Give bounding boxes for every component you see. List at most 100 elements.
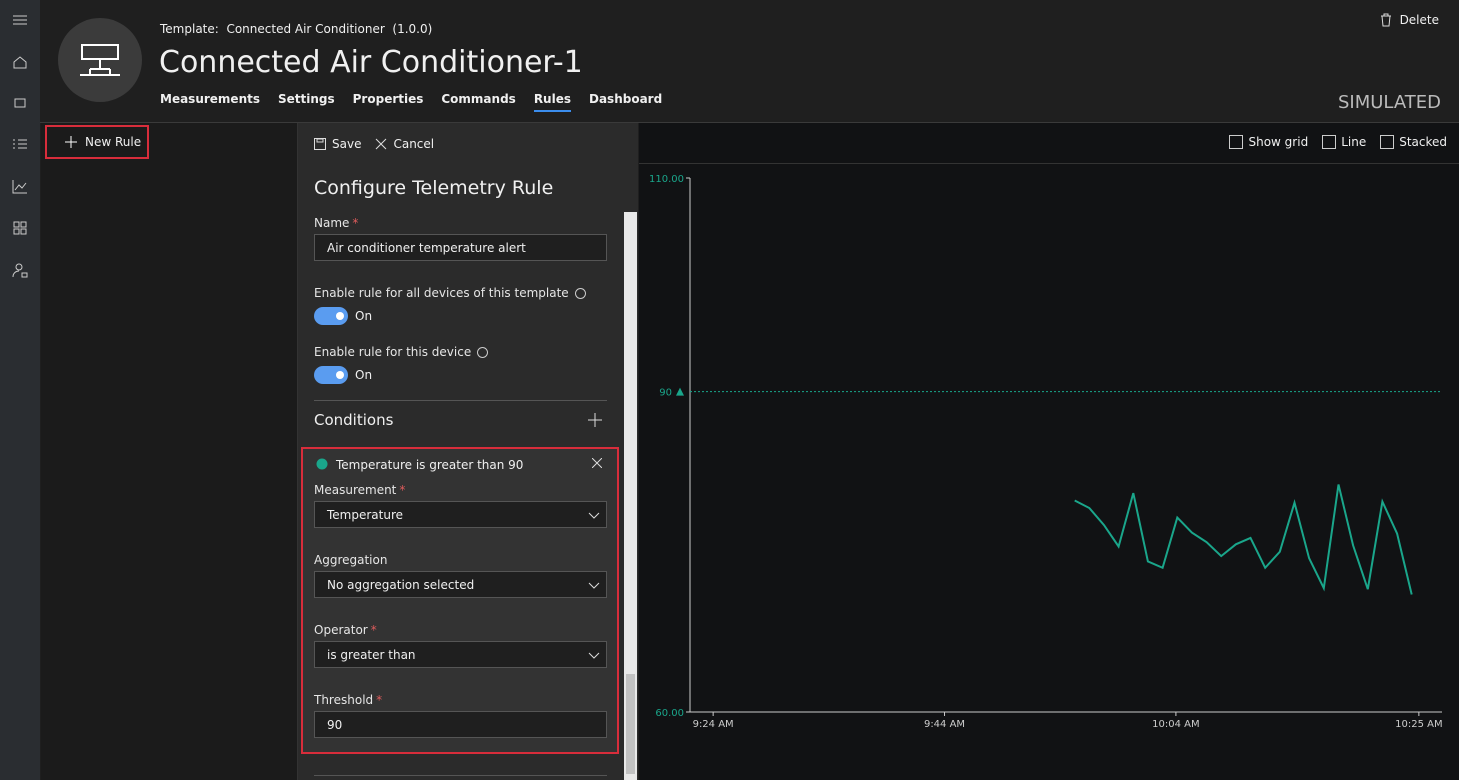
conditions-title: Conditions (314, 411, 394, 429)
divider (314, 775, 607, 776)
chevron (588, 652, 600, 659)
analytics-icon[interactable] (12, 178, 28, 194)
cancel-icon (376, 138, 387, 150)
required-mark: * (399, 483, 406, 497)
scrollbar[interactable] (624, 212, 637, 780)
divider (314, 400, 607, 401)
save-icon (314, 138, 326, 150)
info-icon (477, 346, 489, 358)
condition-summary: Temperature is greater than 90 (336, 458, 524, 472)
rules-list-panel: New Rule (41, 123, 298, 780)
new-rule-label: New Rule (85, 135, 142, 149)
field-label: Threshold (314, 693, 374, 707)
template-label: Template: (160, 22, 219, 36)
dashboards-icon[interactable] (12, 220, 28, 236)
new-rule-button[interactable]: New Rule (45, 125, 149, 159)
dropdown[interactable]: Temperature (314, 501, 607, 528)
template-name: Connected Air Conditioner (226, 22, 385, 36)
toggle-state: On (355, 368, 373, 382)
toggle-switch[interactable] (314, 366, 348, 384)
home-icon[interactable] (12, 54, 28, 70)
toggle-label: Enable rule for this device (314, 345, 472, 359)
name-label-row: Name * (314, 216, 358, 230)
condition-dot (316, 458, 328, 470)
tab[interactable]: Settings (277, 92, 335, 106)
toggle-label-row: Enable rule for this device (314, 345, 489, 359)
x-tick-label: 9:44 AM (924, 719, 965, 730)
toggle-label-row: Enable rule for all devices of this temp… (314, 286, 586, 300)
series-line (1074, 484, 1413, 595)
chart-tool-label: Show grid (1248, 135, 1309, 149)
chart: 110.00 60.00 9:24 AM 9:44 AM 10:04 AM 10:25 A… (649, 174, 1443, 730)
field-label: Aggregation (314, 553, 388, 567)
toggle-switch[interactable] (314, 307, 348, 325)
rule-toolbar: Save Cancel (314, 137, 434, 151)
chart-tool[interactable]: Line (1322, 135, 1366, 149)
side-nav (0, 0, 40, 780)
required-mark: * (376, 693, 383, 707)
delete-button[interactable]: Delete (1380, 13, 1439, 27)
name-value: Air conditioner temperature alert (327, 240, 526, 255)
field-label: Measurement (314, 483, 397, 497)
field-value: Temperature (327, 507, 404, 522)
chart-tool-label: Line (1341, 135, 1367, 149)
status: SIMULATED (1337, 92, 1441, 113)
tool-icon (1229, 135, 1244, 149)
y-tick-label: 60.00 (655, 708, 684, 719)
x-tick-label: 10:04 AM (1152, 719, 1199, 730)
y-tick-label: 110.00 (649, 174, 684, 185)
toggle-label: Enable rule for all devices of this temp… (314, 286, 569, 300)
tab[interactable]: Measurements (160, 92, 260, 106)
field-label-row: Measurement * (314, 483, 405, 497)
dropdown[interactable]: is greater than (314, 641, 607, 668)
name-label: Name (314, 216, 350, 230)
tabs: Measurements Settings Properties Commands Ru… (160, 92, 662, 112)
devices-icon[interactable] (12, 95, 28, 111)
tab[interactable]: Commands (441, 92, 516, 106)
name-input[interactable]: Air conditioner temperature alert (314, 234, 607, 261)
device-title: Connected Air Conditioner-1 (159, 45, 583, 80)
tab[interactable]: Rules (533, 92, 571, 112)
required-mark: * (370, 623, 377, 637)
rules-icon[interactable] (12, 136, 28, 152)
add-condition[interactable] (588, 413, 602, 427)
field-value: No aggregation selected (327, 577, 475, 592)
template-version: (1.0.0) (392, 22, 433, 36)
tab[interactable]: Dashboard (589, 92, 663, 106)
chevron (588, 582, 600, 589)
trash-icon (1380, 13, 1391, 27)
save-button[interactable]: Save (314, 137, 361, 151)
rule-panel: Save Cancel Configure Telemetry Rule Nam… (298, 123, 638, 780)
form-title: Configure Telemetry Rule (314, 177, 554, 199)
chart-tools: Show grid Line Stacked (1229, 135, 1447, 149)
save-label: Save (332, 137, 362, 151)
field-value: 90 (327, 717, 343, 732)
tool-icon (1380, 135, 1395, 149)
device-avatar (58, 18, 142, 102)
device-icon (80, 44, 120, 76)
cancel-label: Cancel (393, 137, 435, 151)
field-value: is greater than (327, 647, 416, 662)
chart-tool-label: Stacked (1399, 135, 1447, 149)
dropdown[interactable]: No aggregation selected (314, 571, 607, 598)
field-label-row: Operator * (314, 623, 377, 637)
plus-icon (65, 136, 77, 148)
scroll-thumb[interactable] (626, 674, 635, 774)
chart-tool[interactable]: Stacked (1380, 135, 1447, 149)
template-line: Template: Connected Air Conditioner (1.0… (160, 22, 432, 36)
threshold-label: 90 (659, 388, 672, 399)
delete-label: Delete (1399, 13, 1439, 27)
text-input[interactable]: 90 (314, 711, 607, 738)
x-tick-label: 10:25 AM (1395, 719, 1442, 730)
threshold-marker (676, 387, 684, 396)
admin-icon[interactable] (12, 262, 28, 278)
chart-tool[interactable]: Show grid (1229, 135, 1308, 149)
remove-condition[interactable] (592, 458, 602, 468)
chart-panel: Show grid Line Stacked 110.00 60.00 9:24 AM 9… (639, 123, 1459, 780)
menu-icon[interactable] (12, 12, 28, 28)
cancel-button[interactable]: Cancel (375, 137, 434, 151)
tab[interactable]: Properties (352, 92, 424, 106)
header: Template: Connected Air Conditioner (1.0… (40, 0, 1459, 123)
toggle-row: On (314, 307, 372, 325)
